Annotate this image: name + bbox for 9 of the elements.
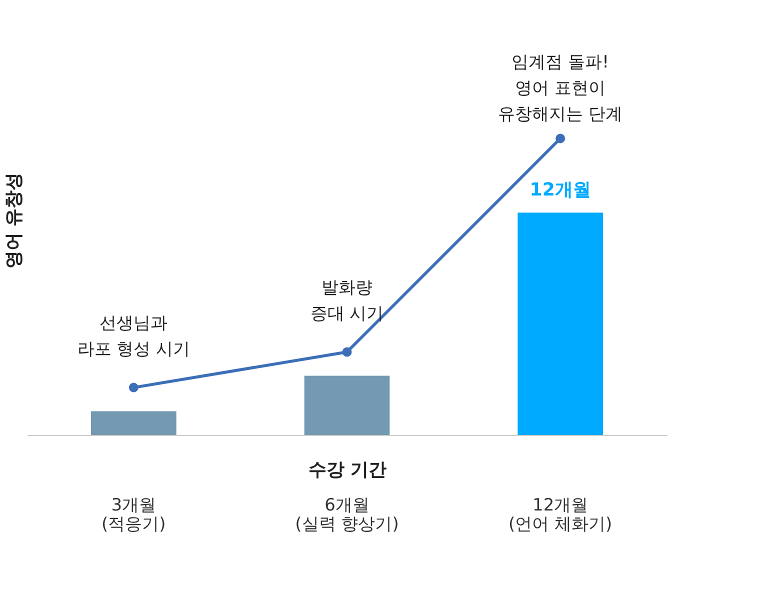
y-axis-title: 영어 유창성 [4,172,24,269]
annotation: 선생님과 라포 형성 시기 [77,314,190,360]
x-axis-title: 수강 기간 [308,460,387,480]
x-tick-label: 3개월 (적응기) [102,496,166,534]
annotation: 발화량 증대 시기 [310,278,384,324]
x-tick-label: 12개월 (언어 체화기) [508,496,612,534]
annotation: 임계점 돌파! 영어 표현이 유창해지는 단계 [498,52,623,124]
x-tick-label: 6개월 (실력 향상기) [295,496,399,534]
annotation: 12개월 [530,180,591,201]
